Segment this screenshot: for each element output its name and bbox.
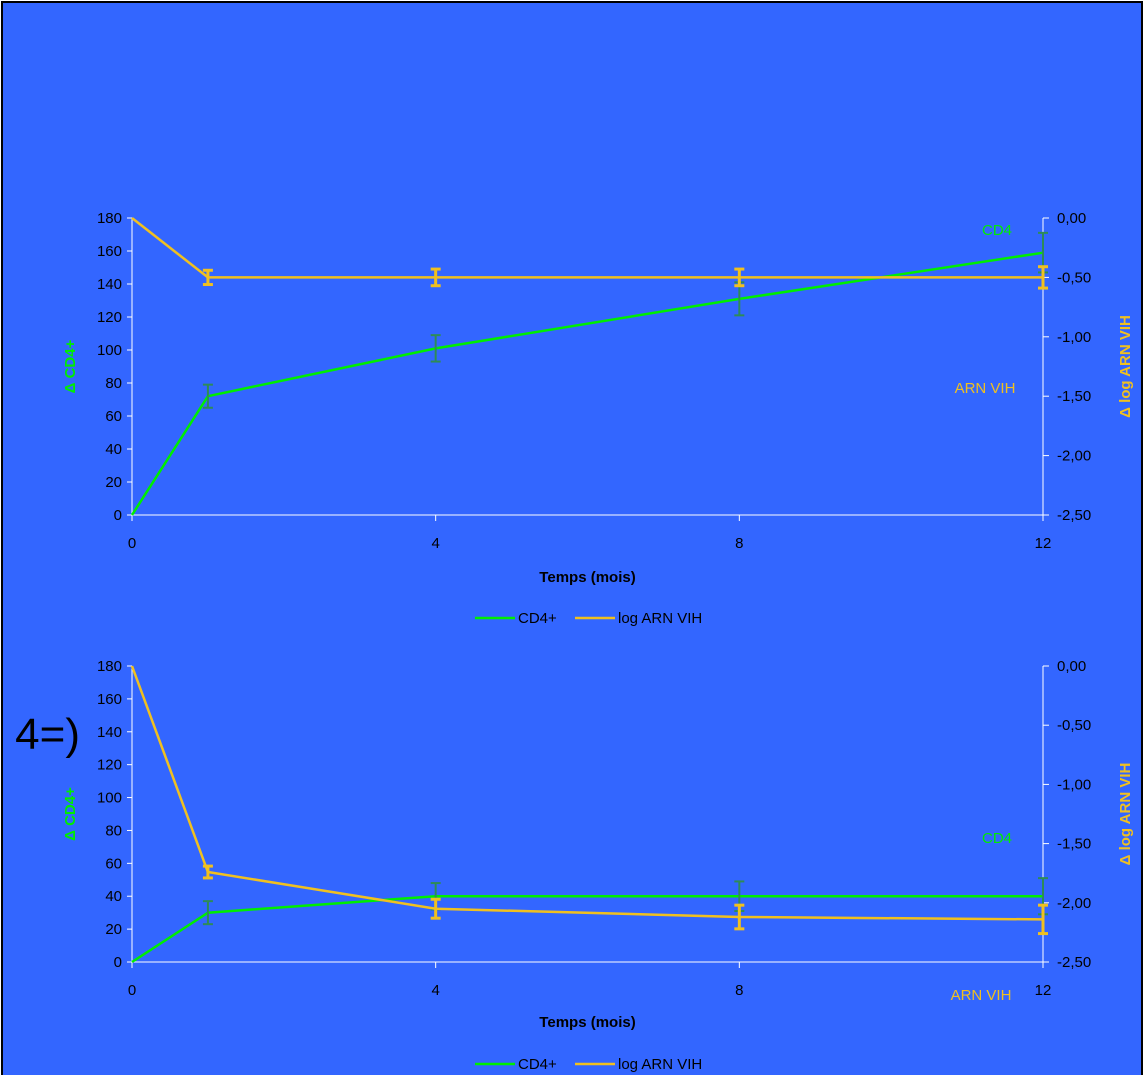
- y-tick-label-left: 160: [97, 243, 122, 260]
- legend-label-cd4: CD4+: [518, 610, 557, 627]
- x-tick-label: 12: [1035, 535, 1052, 552]
- y-tick-label-left: 120: [97, 309, 122, 326]
- x-tick-label: 8: [735, 535, 743, 552]
- error-bar-cd4: [202, 383, 213, 409]
- y-tick-label-right: -2,00: [1057, 448, 1091, 465]
- legend-label-arn: log ARN VIH: [618, 1056, 702, 1073]
- chart-top: 020406080100120140160180-2,50-2,00-1,50-…: [62, 210, 1134, 627]
- x-tick-label: 0: [128, 982, 136, 999]
- x-tick-label: 8: [735, 982, 743, 999]
- y-tick-label-right: -1,50: [1057, 836, 1091, 853]
- y-tick-label-left: 80: [105, 375, 122, 392]
- y-tick-label-right: -2,00: [1057, 895, 1091, 912]
- y-tick-label-left: 100: [97, 342, 122, 359]
- chart-bottom: 020406080100120140160180-2,50-2,00-1,50-…: [62, 658, 1134, 1073]
- y-tick-label-left: 60: [105, 408, 122, 425]
- y-tick-label-left: 0: [114, 507, 122, 524]
- y-axis-label-left: Δ CD4+: [62, 339, 79, 393]
- x-tick-label: 4: [431, 982, 439, 999]
- y-tick-label-right: 0,00: [1057, 658, 1086, 675]
- y-tick-label-right: -1,00: [1057, 776, 1091, 793]
- x-tick-label: 0: [128, 535, 136, 552]
- y-tick-label-left: 140: [97, 724, 122, 741]
- error-bar-arn: [430, 267, 441, 288]
- error-bar-arn: [430, 897, 441, 920]
- y-axis-label-right: Δ log ARN VIH: [1117, 763, 1134, 866]
- y-tick-label-left: 20: [105, 921, 122, 938]
- y-tick-label-right: -1,50: [1057, 388, 1091, 405]
- y-tick-label-left: 140: [97, 276, 122, 293]
- error-bar-arn: [734, 267, 745, 288]
- y-tick-label-left: 20: [105, 474, 122, 491]
- x-tick-label: 12: [1035, 982, 1052, 999]
- y-tick-label-left: 180: [97, 210, 122, 227]
- y-tick-label-right: 0,00: [1057, 210, 1086, 227]
- annotation-cd4: CD4: [982, 830, 1012, 847]
- legend-label-cd4: CD4+: [518, 1056, 557, 1073]
- y-tick-label-right: -1,00: [1057, 329, 1091, 346]
- y-axis-label-left: Δ CD4+: [62, 787, 79, 841]
- error-bar-arn: [1038, 265, 1048, 290]
- y-tick-label-left: 80: [105, 822, 122, 839]
- annotation-arn: ARN VIH: [955, 380, 1016, 397]
- y-tick-label-left: 60: [105, 855, 122, 872]
- error-bar-arn: [734, 903, 745, 931]
- x-axis-label: Temps (mois): [539, 569, 635, 586]
- y-tick-label-left: 0: [114, 954, 122, 971]
- y-axis-label-right: Δ log ARN VIH: [1117, 315, 1134, 418]
- y-tick-label-left: 120: [97, 757, 122, 774]
- error-bar-arn: [1038, 903, 1048, 936]
- y-tick-label-left: 160: [97, 691, 122, 708]
- y-tick-label-right: -2,50: [1057, 507, 1091, 524]
- x-tick-label: 4: [431, 535, 439, 552]
- error-bar-arn: [202, 268, 213, 287]
- y-tick-label-left: 40: [105, 441, 122, 458]
- y-tick-label-left: 180: [97, 658, 122, 675]
- partial-title-text: 4=): [15, 710, 80, 759]
- y-tick-label-left: 100: [97, 790, 122, 807]
- legend-label-arn: log ARN VIH: [618, 610, 702, 627]
- annotation-arn: ARN VIH: [951, 987, 1012, 1004]
- annotation-cd4: CD4: [982, 222, 1012, 239]
- y-tick-label-left: 40: [105, 888, 122, 905]
- y-tick-label-right: -0,50: [1057, 717, 1091, 734]
- error-bar-cd4: [430, 334, 441, 363]
- error-bar-arn: [202, 864, 213, 880]
- x-axis-label: Temps (mois): [539, 1014, 635, 1031]
- y-tick-label-right: -2,50: [1057, 954, 1091, 971]
- y-tick-label-right: -0,50: [1057, 269, 1091, 286]
- error-bar-cd4: [202, 900, 213, 926]
